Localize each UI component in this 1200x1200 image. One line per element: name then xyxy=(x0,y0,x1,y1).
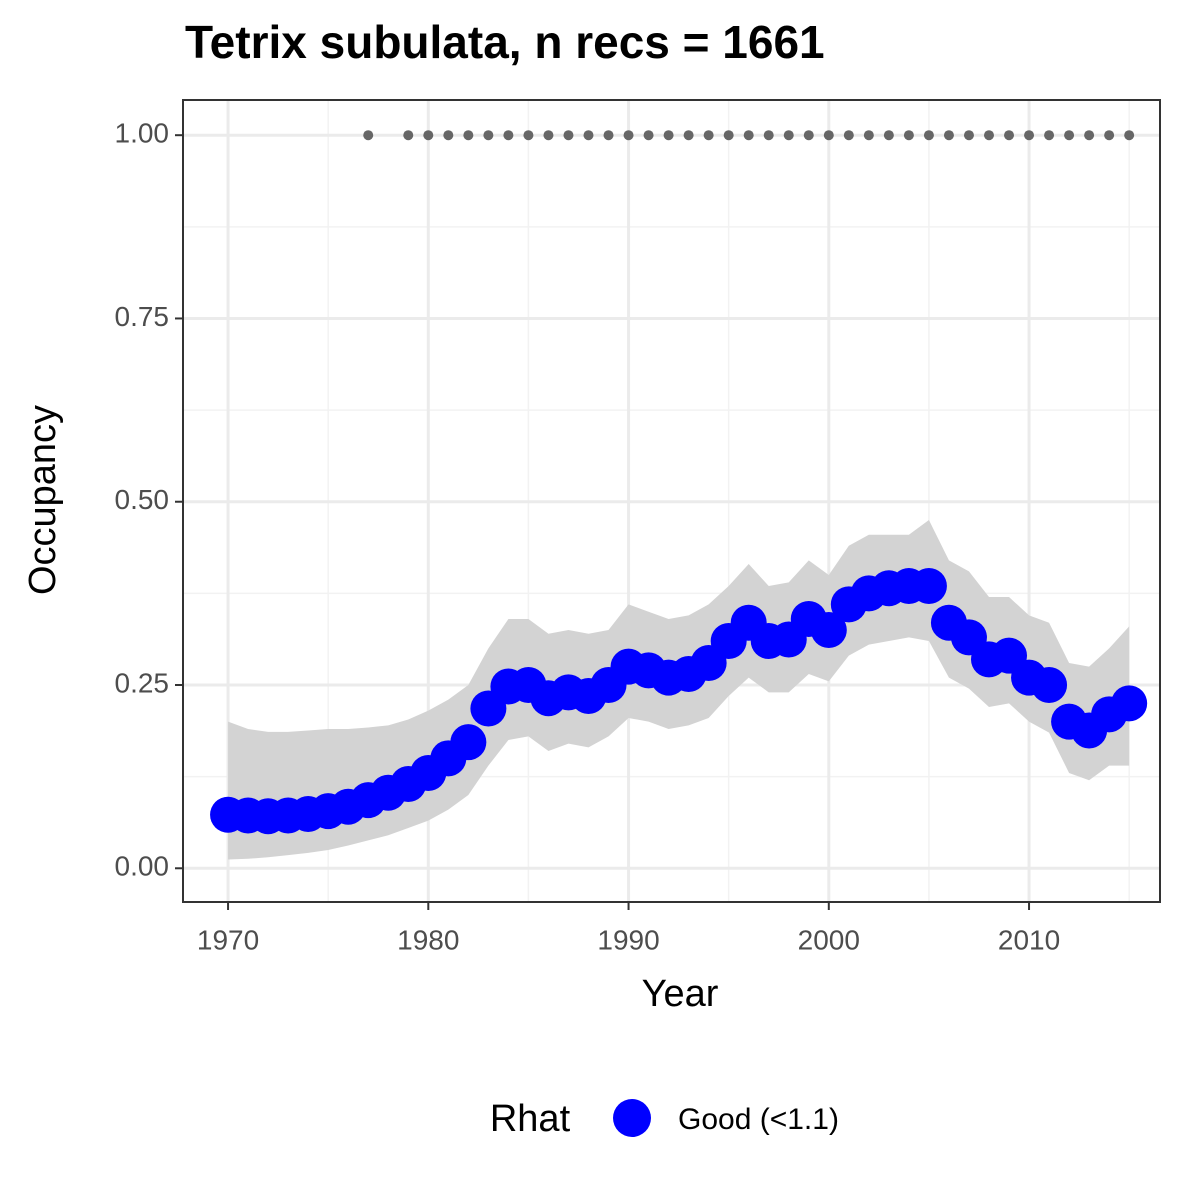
x-tick-label: 2010 xyxy=(998,924,1060,955)
point xyxy=(1031,667,1068,704)
point xyxy=(1111,685,1148,722)
detection-dot xyxy=(443,130,454,141)
x-tick-label: 1970 xyxy=(197,924,259,955)
detection-dot xyxy=(503,130,514,141)
chart-title: Tetrix subulata, n recs = 1661 xyxy=(185,16,825,68)
y-axis-label: Occupancy xyxy=(22,405,64,595)
plot-border xyxy=(182,99,1161,903)
detection-dot xyxy=(783,130,794,141)
legend-marker xyxy=(613,1099,651,1137)
detection-dot xyxy=(763,130,774,141)
y-tick-label: 0.75 xyxy=(115,301,170,332)
legend-title: Rhat xyxy=(490,1098,571,1140)
detection-dot xyxy=(843,130,854,141)
detection-dot xyxy=(603,130,614,141)
detection-dot xyxy=(683,130,694,141)
detection-dot xyxy=(463,130,474,141)
detection-dot xyxy=(983,130,994,141)
detection-dot xyxy=(1064,130,1075,141)
detection-dot xyxy=(403,130,414,141)
detection-dot xyxy=(963,130,974,141)
y-tick-label: 0.00 xyxy=(115,851,170,882)
detection-dot xyxy=(903,130,914,141)
detection-dot xyxy=(823,130,834,141)
x-tick-label: 1990 xyxy=(597,924,659,955)
detection-dot xyxy=(743,130,754,141)
detection-dot xyxy=(723,130,734,141)
x-axis-label: Year xyxy=(642,973,719,1015)
detection-dot xyxy=(663,130,674,141)
legend-label: Good (<1.1) xyxy=(678,1103,839,1136)
detection-dot xyxy=(643,130,654,141)
detection-dot xyxy=(1104,130,1115,141)
y-tick-label: 0.50 xyxy=(115,484,170,515)
detection-dot xyxy=(883,130,894,141)
point xyxy=(810,612,847,649)
detection-dot xyxy=(543,130,554,141)
point xyxy=(450,724,487,761)
detection-dot xyxy=(1044,130,1055,141)
detection-dot xyxy=(1084,130,1095,141)
detection-dot xyxy=(523,130,534,141)
detection-dot xyxy=(1124,130,1135,141)
detection-dot xyxy=(1024,130,1035,141)
y-tick-label: 1.00 xyxy=(115,118,170,149)
detection-dot xyxy=(483,130,494,141)
point xyxy=(910,568,947,605)
detection-dot xyxy=(1004,130,1015,141)
detection-dot xyxy=(923,130,934,141)
detection-dot xyxy=(423,130,434,141)
detection-dot xyxy=(943,130,954,141)
detection-dot xyxy=(583,130,594,141)
detection-dot xyxy=(703,130,714,141)
detection-dot xyxy=(363,130,374,141)
detection-dot xyxy=(623,130,634,141)
detection-dot xyxy=(803,130,814,141)
x-tick-label: 2000 xyxy=(798,924,860,955)
detection-dot xyxy=(563,130,574,141)
x-tick-label: 1980 xyxy=(397,924,459,955)
y-tick-label: 0.25 xyxy=(115,667,170,698)
detection-dot xyxy=(863,130,874,141)
